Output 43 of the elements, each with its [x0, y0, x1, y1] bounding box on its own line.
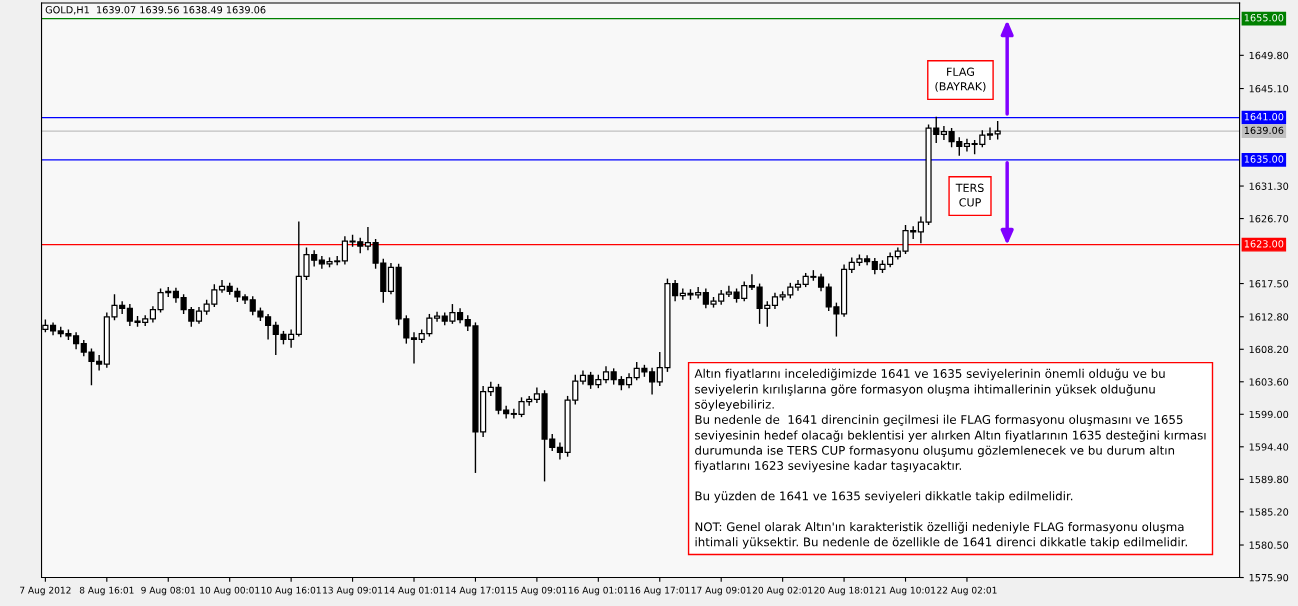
x-tick-label: 14 Aug 17:01 — [446, 586, 506, 596]
annotation: TERS CUP — [955, 183, 984, 207]
x-tick-label: 10 Aug 00:01 — [200, 586, 260, 596]
x-tick-label: 21 Aug 10:01 — [875, 586, 936, 596]
y-tick-label: 1575.90 — [1249, 574, 1289, 582]
ref-line-label: 1641.00 — [1244, 112, 1284, 121]
ref-line-label: 1639.06 — [1244, 126, 1284, 135]
y-tick-label: 1612.80 — [1249, 313, 1289, 321]
candlestick — [794, 279, 802, 292]
x-tick-label: 20 Aug 18:01 — [814, 586, 874, 596]
y-tick-label: 1580.50 — [1249, 541, 1289, 549]
x-tick-label: 15 Aug 09:01 — [507, 586, 567, 596]
y-tick-label: 1585.20 — [1249, 508, 1289, 516]
y-tick-label: 1617.50 — [1249, 280, 1289, 288]
x-tick-label: 16 Aug 17:01 — [630, 586, 690, 596]
x-tick-label: 16 Aug 01:01 — [568, 586, 628, 596]
y-tick-label: 1645.10 — [1249, 85, 1289, 93]
ref-line-label: 1635.00 — [1244, 155, 1284, 163]
x-tick-label: 8 Aug 16:01 — [79, 586, 134, 596]
y-tick-label: 1603.60 — [1249, 378, 1289, 386]
candlestick — [364, 226, 372, 252]
y-tick-label: 1594.40 — [1249, 443, 1289, 451]
x-tick-label: 22 Aug 02:01 — [937, 586, 997, 596]
candlestick — [410, 331, 418, 365]
x-tick-label: 10 Aug 16:01 — [261, 586, 321, 596]
x-tick-label: 9 Aug 08:01 — [141, 586, 195, 596]
x-tick-label: 17 Aug 09:01 — [691, 586, 751, 596]
y-tick-label: 1631.30 — [1249, 182, 1289, 190]
x-tick-label: 20 Aug 02:01 — [752, 586, 813, 596]
y-tick-label: 1649.80 — [1249, 51, 1289, 60]
x-tick-label: 14 Aug 01:01 — [384, 586, 444, 596]
candlestick — [986, 126, 994, 141]
text: Altın fiyatlarını incelediğimizde 1641 ve 1635 seviyelerinin önemli olduğu ve bu seviyelerin kırılışlarına göre formasyon oluşma ihtimallerinin yüksek olduğunu söyleyebiliriz. Bu nedenle de 1641 direncinin geçilmesi ile FLAG formasyonu oluşmasını ve 1655 seviyesinin hedef olacağı beklentisi yer alırken Altın fiyatlarının 1635 desteğini kırması durumunda ise TERS CUP formasyonu oluşumu gözlemlenecek ve bu durum altın fiyatlarını 1623 seviyesine kadar taşıyacaktır. Bu yüzden de 1641 ve 1635 seviyeleri dikkatle takip edilmelidir. NOT: Genel olarak Altın'ın karakteristik özelliği nedeniyle FLAG formasyonu oluşma ihtimali yüksektir. Bu nedenle de özellikle de 1641 direnci dikkatle takip edilmelidir. — [694, 368, 1206, 549]
x-tick-label: 13 Aug 09:01 — [323, 586, 383, 596]
y-tick-label: 1626.70 — [1249, 215, 1289, 223]
annotation: FLAG (BAYRAK) — [935, 67, 986, 92]
y-tick-label: 1608.20 — [1249, 345, 1289, 354]
y-tick-label: 1589.80 — [1249, 475, 1289, 484]
ref-line-label: 1623.00 — [1244, 240, 1284, 248]
y-tick-label: 1599.00 — [1249, 410, 1289, 419]
ref-line-label: 1655.00 — [1244, 14, 1284, 22]
chart-title: GOLD,H1 1639.07 1639.56 1638.49 1639.06 — [45, 6, 266, 15]
x-tick-label: 7 Aug 2012 — [20, 586, 71, 596]
